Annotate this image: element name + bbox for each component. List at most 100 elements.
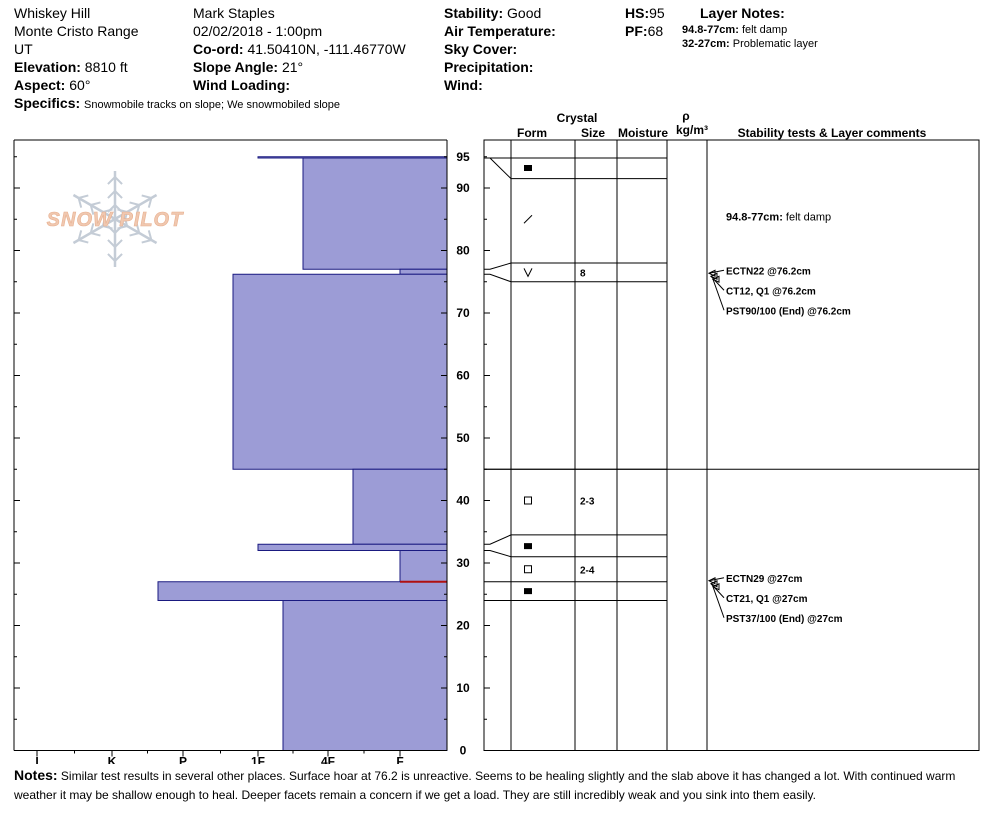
test-pointer-arrow	[709, 272, 718, 281]
specifics-row: Specifics: Snowmobile tracks on slope; W…	[14, 94, 340, 114]
hardness-layer	[399, 268, 448, 275]
sky-cover-label: Sky Cover:	[444, 41, 518, 57]
snowflake-arm	[72, 217, 116, 245]
hardness-layer	[257, 543, 448, 551]
layer-comment: 94.8-77cm: felt damp	[726, 212, 831, 224]
coord-label: Co-ord:	[193, 41, 244, 57]
pf-label: PF:	[625, 23, 648, 39]
snowflake-branch	[77, 197, 83, 208]
depth-tick-label: 40	[456, 494, 470, 508]
notes-text: Similar test results in several other pl…	[14, 769, 956, 802]
snowflake-branch	[114, 239, 123, 248]
depth-tick-label: 70	[456, 306, 470, 320]
rounded-grain-icon	[524, 543, 532, 550]
hs-row: HS:95	[625, 4, 665, 22]
layer-comments: 94.8-77cm: felt damp	[726, 212, 831, 224]
layer-notes-label: Layer Notes:	[700, 5, 785, 21]
observer-name: Mark Staples	[193, 5, 275, 21]
specifics-value: Snowmobile tracks on slope; We snowmobil…	[84, 99, 341, 111]
air-temp-label: Air Temperature:	[444, 23, 556, 39]
wind-loading-label: Wind Loading:	[193, 77, 291, 93]
depth-tick-label: 60	[456, 369, 470, 383]
depth-tick-label: 50	[456, 431, 470, 445]
hardness-frame	[13, 139, 448, 751]
snowflake-branch	[114, 253, 123, 262]
col-moisture: Moisture	[618, 126, 668, 140]
hardness-profile	[157, 156, 448, 751]
snowflake-branch	[141, 194, 152, 199]
test-pointer-line	[710, 275, 725, 291]
test-pointer-arrow	[707, 576, 716, 585]
test-pointer-line	[712, 586, 725, 618]
hardness-tick-label: K	[108, 755, 117, 765]
hardness-axis: I K P 1F 4F F	[35, 750, 404, 765]
slope-value: 21°	[281, 59, 304, 75]
stability-row: Stability: Good	[444, 4, 541, 22]
hs-value: 95	[649, 5, 665, 21]
hardness-tick-label: 1F	[251, 755, 265, 765]
col-density-unit: kg/m³	[676, 123, 708, 137]
slope-row: Slope Angle: 21°	[193, 58, 303, 76]
wind-label: Wind:	[444, 77, 483, 93]
snowflake-branch	[78, 239, 89, 244]
depth-tick-label: 20	[456, 619, 470, 633]
snowflake-branch	[147, 197, 153, 208]
snowflake-arm	[114, 217, 158, 245]
elevation-row: Elevation: 8810 ft	[14, 58, 128, 76]
snowflake-arm	[114, 193, 158, 221]
hardness-tick-label: P	[179, 755, 187, 765]
precip-row: Precipitation:	[444, 58, 533, 76]
test-pointer-arrow	[711, 275, 720, 284]
col-rho: ρ	[682, 109, 689, 123]
stability-test-result: PST90/100 (End) @76.2cm	[726, 306, 851, 317]
stability-tests: ECTN22 @76.2cm CT12, Q1 @76.2cm PST90/100 …	[707, 266, 851, 625]
depth-tick-label: 30	[456, 556, 470, 570]
stability-test-result: PST37/100 (End) @27cm	[726, 614, 843, 625]
stability-test-result: ECTN29 @27cm	[726, 574, 803, 585]
hardness-tick-label: F	[396, 755, 403, 765]
snowflake-branch	[107, 253, 116, 262]
snowflake-branch	[129, 201, 140, 206]
snowflake-branch	[141, 239, 152, 244]
leader-line	[484, 534, 512, 545]
hs-label: HS:	[625, 5, 650, 21]
layer-table	[483, 139, 980, 751]
snowflake-branch	[78, 194, 89, 199]
stability-label: Stability:	[444, 5, 504, 21]
notes-section: Notes: Similar test results in several o…	[14, 766, 984, 805]
stability-test-result: CT21, Q1 @27cm	[726, 594, 808, 605]
leader-line	[484, 550, 512, 558]
snowflake-branch	[89, 223, 95, 234]
snowflake-branch	[102, 225, 113, 230]
test-pointer-line	[708, 577, 725, 582]
test-pointer-line	[712, 279, 725, 311]
crystal-size: 2-4	[580, 565, 595, 576]
hardness-layer	[399, 550, 448, 583]
layer-note-1: 94.8-77cm: felt damp	[682, 24, 788, 36]
hardness-layer	[232, 273, 448, 470]
logo-text: SNOW PILOT	[47, 209, 184, 231]
hardness-tick-label: 4F	[321, 755, 335, 765]
leader-line	[484, 157, 512, 179]
hardness-layer	[302, 157, 448, 270]
snowflake-icon	[72, 171, 158, 267]
col-comments: Stability tests & Layer comments	[738, 126, 927, 140]
snowflake-branch	[107, 239, 116, 248]
sky-cover-row: Sky Cover:	[444, 40, 517, 58]
col-crystal: Crystal	[557, 111, 598, 125]
snowflake-branch	[129, 232, 140, 237]
depth-tick-label: 95	[456, 150, 470, 164]
snowflake-arm	[72, 193, 116, 221]
depth-tick-label: 0	[460, 744, 467, 758]
snowflake-branch	[102, 208, 113, 213]
snowflake-branch	[107, 176, 116, 185]
snowflake-branch	[114, 190, 123, 199]
snowflake-branch	[107, 190, 116, 199]
observation-datetime: 02/02/2018 - 1:00pm	[193, 23, 323, 39]
stability-test-result: CT12, Q1 @76.2cm	[726, 286, 816, 297]
stability-test-result: ECTN22 @76.2cm	[726, 266, 811, 277]
faceted-grain-icon	[524, 496, 532, 505]
coord-value: 41.50410N, -111.46770W	[247, 41, 406, 57]
snowflake-branch	[114, 225, 123, 234]
snowflake-branch	[90, 232, 101, 237]
